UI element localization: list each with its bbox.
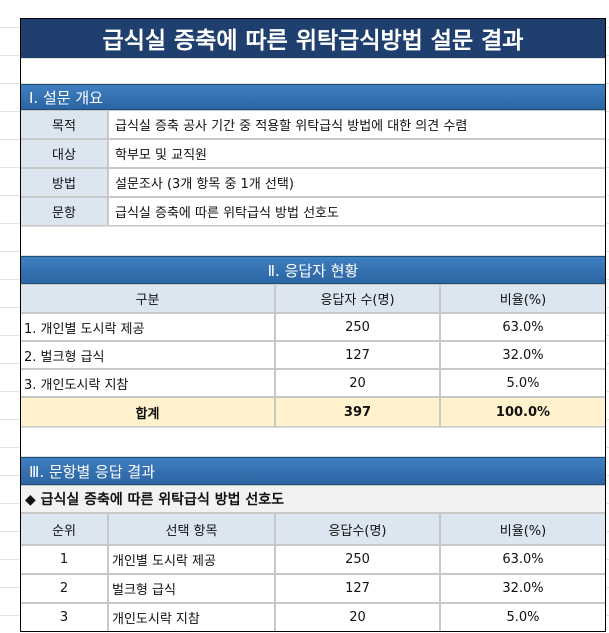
total-cell: 100.0% — [440, 397, 606, 427]
table-cell: 개인별 도시락 제공 — [108, 545, 275, 574]
table-cell: 2. 벌크형 급식 — [20, 341, 275, 369]
blank-row — [20, 226, 606, 256]
label-cell: 방법 — [20, 168, 108, 197]
label-cell: 목적 — [20, 110, 108, 139]
table-cell: 5.0% — [440, 603, 606, 632]
table-cell: 20 — [275, 369, 440, 397]
value-cell: 학부모 및 교직원 — [108, 139, 606, 168]
table-cell: 1. 개인별 도시락 제공 — [20, 313, 275, 341]
table-cell: 3 — [20, 603, 108, 632]
label-cell: 대상 — [20, 139, 108, 168]
column-header: 응답자 수(명) — [275, 284, 440, 313]
column-header: 순위 — [20, 513, 108, 545]
value-cell: 급식실 증축에 따른 위탁급식 방법 선호도 — [108, 197, 606, 226]
table-cell: 63.0% — [440, 313, 606, 341]
section-heading: Ⅲ. 문항별 응답 결과 — [20, 457, 606, 485]
table-cell: 3. 개인도시락 지참 — [20, 369, 275, 397]
column-header: 응답수(명) — [275, 513, 440, 545]
table-cell: 127 — [275, 574, 440, 603]
table-cell: 250 — [275, 313, 440, 341]
table-cell: 1 — [20, 545, 108, 574]
value-cell: 설문조사 (3개 항목 중 1개 선택) — [108, 168, 606, 197]
table-cell: 20 — [275, 603, 440, 632]
question: ◆ 급식실 증축에 따른 위탁급식 방법 선호도 — [20, 485, 606, 513]
table-cell: 250 — [275, 545, 440, 574]
blank-row — [20, 58, 606, 84]
section-heading: Ⅱ. 응답자 현황 — [20, 256, 606, 284]
table-cell: 63.0% — [440, 545, 606, 574]
blank-row — [20, 427, 606, 457]
table-cell: 32.0% — [440, 574, 606, 603]
column-header: 비율(%) — [440, 284, 606, 313]
total-cell: 합계 — [20, 397, 275, 427]
label-cell: 문항 — [20, 197, 108, 226]
value-cell: 급식실 증축 공사 기간 중 적용할 위탁급식 방법에 대한 의견 수렴 — [108, 110, 606, 139]
table-cell: 127 — [275, 341, 440, 369]
table-cell: 개인도시락 지참 — [108, 603, 275, 632]
column-header: 비율(%) — [440, 513, 606, 545]
title: 급식실 증축에 따른 위탁급식방법 설문 결과 — [20, 18, 606, 58]
table-cell: 32.0% — [440, 341, 606, 369]
column-header: 선택 항목 — [108, 513, 275, 545]
table-cell: 5.0% — [440, 369, 606, 397]
total-cell: 397 — [275, 397, 440, 427]
column-header: 구분 — [20, 284, 275, 313]
table-cell: 벌크형 급식 — [108, 574, 275, 603]
table-cell: 2 — [20, 574, 108, 603]
section-heading: Ⅰ. 설문 개요 — [20, 84, 606, 110]
